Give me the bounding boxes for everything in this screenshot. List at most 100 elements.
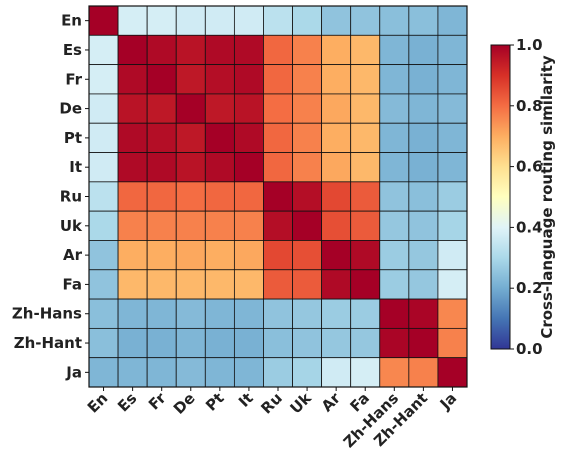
heatmap-cell <box>379 34 410 66</box>
heatmap-cell <box>292 298 323 329</box>
heatmap-cell <box>233 298 264 329</box>
heatmap-cell <box>321 298 352 329</box>
heatmap-cell <box>117 152 148 183</box>
heatmap-cell <box>350 93 381 124</box>
heatmap-cell <box>117 298 148 329</box>
heatmap-cell <box>146 357 177 388</box>
heatmap-cell <box>175 357 206 388</box>
x-tick-label: De <box>170 389 199 418</box>
heatmap-cell <box>350 240 381 271</box>
x-tick-label: Pt <box>202 389 228 415</box>
heatmap-cell <box>88 327 119 359</box>
heatmap-cell <box>117 5 148 36</box>
y-tick-label: Es <box>63 41 82 59</box>
heatmap-cell <box>146 5 177 36</box>
heatmap-cell <box>88 152 119 183</box>
colorbar-tick-label: 0.8 <box>516 97 543 115</box>
heatmap-cell <box>408 34 439 66</box>
x-tick-label: Es <box>114 389 140 415</box>
heatmap-cell <box>204 34 235 66</box>
heatmap-cell <box>175 64 206 95</box>
heatmap-cell <box>408 357 439 388</box>
heatmap-cell <box>350 269 381 300</box>
heatmap-cell <box>321 357 352 388</box>
heatmap-cell <box>175 210 206 241</box>
heatmap-cell <box>233 122 264 153</box>
heatmap-cell <box>263 357 293 388</box>
heatmap-cell <box>88 210 119 241</box>
heatmap-cell <box>437 210 468 241</box>
heatmap-cell <box>263 93 293 124</box>
heatmap-cell <box>292 152 323 183</box>
y-tick-label: Fa <box>63 275 83 293</box>
heatmap-cell <box>146 327 177 359</box>
heatmap-cell <box>379 152 410 183</box>
colorbar-tick-label: 0.6 <box>516 158 543 176</box>
heatmap-cell <box>321 64 352 95</box>
heatmap-cell <box>408 210 439 241</box>
heatmap-cell <box>204 152 235 183</box>
heatmap-cell <box>292 122 323 153</box>
heatmap-cell <box>146 240 177 271</box>
y-tick-label: Ar <box>63 246 83 264</box>
heatmap-cell <box>204 64 235 95</box>
heatmap-cell <box>321 181 352 212</box>
heatmap-cell <box>379 5 410 36</box>
heatmap-cells <box>88 5 468 388</box>
heatmap-cell <box>146 269 177 300</box>
heatmap-cell <box>263 152 293 183</box>
colorbar-label: Cross-language routing similarity <box>538 55 556 339</box>
heatmap-cell <box>233 210 264 241</box>
heatmap-cell <box>146 181 177 212</box>
heatmap-cell <box>379 122 410 153</box>
heatmap-cell <box>88 298 119 329</box>
heatmap-cell <box>88 64 119 95</box>
heatmap-cell <box>88 93 119 124</box>
heatmap-cell <box>146 298 177 329</box>
heatmap-cell <box>175 34 206 66</box>
heatmap-cell <box>292 357 323 388</box>
heatmap-cell <box>204 327 235 359</box>
heatmap-cell <box>408 64 439 95</box>
x-tick-label: Uk <box>287 388 316 417</box>
heatmap-cell <box>263 122 293 153</box>
heatmap-cell <box>233 269 264 300</box>
heatmap-cell <box>175 298 206 329</box>
heatmap-cell <box>88 269 119 300</box>
heatmap-cell <box>117 181 148 212</box>
colorbar-gradient <box>490 44 511 350</box>
heatmap-cell <box>204 240 235 271</box>
heatmap-cell <box>350 298 381 329</box>
heatmap-cell <box>263 5 293 36</box>
heatmap-cell <box>350 34 381 66</box>
x-tick-label: Ru <box>257 389 285 417</box>
heatmap-cell <box>379 298 410 329</box>
heatmap-cell <box>350 5 381 36</box>
heatmap-cell <box>350 152 381 183</box>
heatmap-cell <box>175 93 206 124</box>
heatmap-cell <box>379 240 410 271</box>
heatmap-cell <box>408 152 439 183</box>
heatmap-cell <box>233 64 264 95</box>
heatmap-cell <box>437 122 468 153</box>
heatmap-cell <box>350 357 381 388</box>
heatmap-cell <box>408 327 439 359</box>
heatmap-cell <box>350 181 381 212</box>
heatmap-cell <box>263 298 293 329</box>
x-tick-label: Ar <box>318 389 345 416</box>
x-tick-label: It <box>235 389 257 411</box>
heatmap-cell <box>437 152 468 183</box>
heatmap-cell <box>263 240 293 271</box>
heatmap-cell <box>175 152 206 183</box>
heatmap-cell <box>379 327 410 359</box>
heatmap-cell <box>175 5 206 36</box>
heatmap-cell <box>437 64 468 95</box>
y-tick-label: Fr <box>65 70 82 88</box>
heatmap-cell <box>204 5 235 36</box>
heatmap-cell <box>117 64 148 95</box>
heatmap-cell <box>204 357 235 388</box>
heatmap-cell <box>233 240 264 271</box>
heatmap-cell <box>263 64 293 95</box>
heatmap-cell <box>88 34 119 66</box>
heatmap-cell <box>146 34 177 66</box>
